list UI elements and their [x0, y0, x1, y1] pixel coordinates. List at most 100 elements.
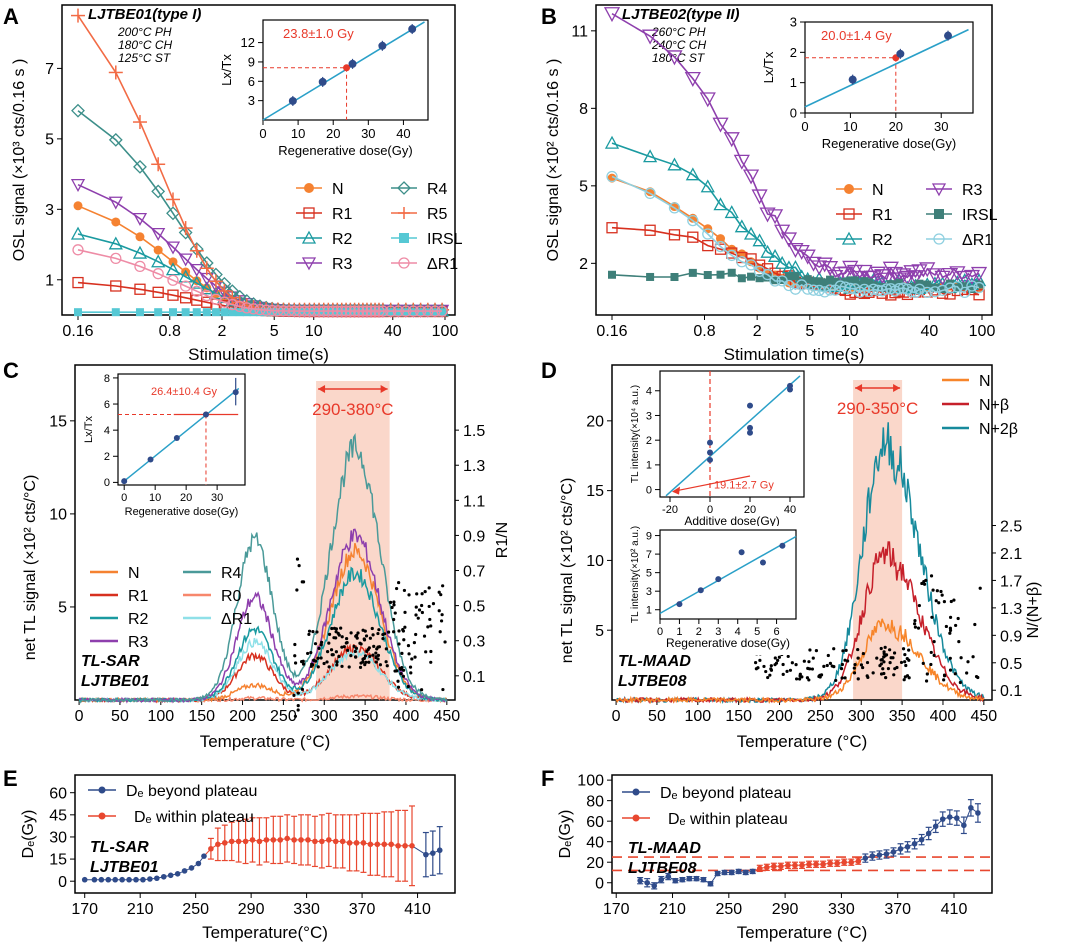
tl-ratio-dot-D: [948, 656, 952, 660]
inset-B-xtick-label: 0: [801, 119, 808, 134]
osl-marker-B-IRSL: [815, 277, 824, 286]
legend-label-B: N: [872, 182, 884, 199]
panel-F-frame: [611, 774, 993, 894]
osl-marker-B-R2: [667, 157, 682, 171]
osl-marker-B-R2: [724, 205, 739, 219]
de-point-beyond-F: [721, 869, 728, 876]
panel-F-xtick-label: 370: [884, 901, 911, 918]
tl-ratio-dot-D: [834, 678, 838, 683]
de-point-beyond-E: [105, 876, 112, 883]
osl-marker-B-R2: [767, 248, 783, 262]
tl-ratio-dot-C: [392, 600, 396, 604]
panel-D-y2tick-label: 2.5: [1000, 519, 1022, 536]
inset-point-D-bottom: [738, 549, 745, 556]
tl-ratio-dot-C: [329, 648, 334, 652]
panel-E-xtick-label: 170: [71, 901, 98, 918]
panel-C-y2tick-label: 0.1: [463, 669, 485, 686]
panel-C-xtick-label: 350: [352, 708, 379, 725]
osl-marker-A-IRSL: [354, 308, 363, 317]
de-point-beyond-F: [869, 853, 876, 859]
panel-C-label-sample: LJTBE01: [81, 673, 150, 690]
panel-D-y2tick-label: 1.3: [1000, 601, 1022, 618]
de-point-within-E: [270, 837, 277, 843]
tl-ratio-dot-C: [359, 642, 363, 646]
panel-C-y2tick-label: 1.1: [463, 493, 485, 510]
tl-ratio-dot-C: [362, 637, 366, 641]
de-point-within-E: [339, 838, 346, 845]
tl-ratio-dot-C: [399, 671, 403, 676]
de-point-within-F: [778, 863, 784, 870]
osl-marker-A-R1: [72, 276, 84, 289]
legend-label-A: N: [332, 181, 344, 198]
tl-ratio-dot-D: [957, 639, 961, 644]
inset-point-B: [896, 49, 905, 58]
panel-C-xtick-label: 200: [229, 708, 256, 725]
osl-marker-A-ΔR1: [318, 305, 330, 317]
de-point-beyond-F: [932, 823, 939, 830]
inset-bg-A: [208, 10, 443, 170]
panel-E-xtick-label: 210: [127, 901, 154, 918]
osl-marker-B-ΔR1: [813, 284, 825, 297]
panel-F-ytick-label: 60: [586, 814, 604, 831]
panel-D-xtick-label: 200: [766, 708, 793, 725]
tl-ratio-dot-D: [888, 648, 892, 652]
tl-ratio-dot-C: [293, 661, 298, 665]
tl-ratio-dot-D: [902, 678, 906, 682]
osl-marker-A-ΔR1: [234, 300, 246, 313]
tl-ratio-dot-C: [420, 688, 424, 692]
tl-ratio-dot-D: [865, 660, 870, 665]
tl-ratio-dot-C: [378, 663, 383, 667]
tl-ratio-dot-D: [777, 655, 781, 659]
tl-ratio-dot-C: [429, 649, 433, 654]
osl-marker-B-R2: [734, 219, 749, 233]
legend-label-A: R2: [332, 231, 353, 248]
osl-marker-A-ΔR1: [226, 298, 238, 311]
osl-series-A-R2: [77, 233, 443, 312]
osl-marker-B-ΔR1: [644, 187, 656, 200]
inset-point-D-top: [787, 382, 793, 389]
tl-ratio-dot-D: [769, 668, 774, 672]
tl-ratio-dot-C: [439, 593, 443, 597]
osl-marker-A-R1: [167, 289, 179, 301]
inset-annotation-D: 19.1±2.7 Gy: [714, 479, 774, 491]
osl-marker-B-R3: [742, 169, 760, 185]
inset-A-xlabel: Regenerative dose(Gy): [278, 143, 412, 158]
legend-marker-B: [934, 209, 944, 219]
tl-ratio-dot-D: [929, 650, 933, 655]
osl-marker-A-ΔR1: [260, 304, 272, 316]
osl-marker-A-IRSL: [111, 308, 120, 317]
osl-marker-B-ΔR1: [959, 286, 971, 299]
panel-B-ytick-label: 11: [571, 23, 588, 40]
tl-ratio-dot-D: [859, 663, 864, 667]
tl-ratio-dot-C: [307, 629, 312, 633]
inset-B-ylabel: Lx/Tx: [761, 51, 776, 83]
tl-ratio-dot-C: [345, 640, 349, 645]
tl-ratio-dot-C: [414, 605, 418, 609]
tl-ratio-dot-C: [300, 687, 304, 691]
inset-point-D-top: [747, 424, 753, 431]
osl-marker-B-ΔR1: [802, 283, 814, 295]
osl-marker-B-ΔR1: [687, 214, 699, 227]
legend-label-C: ΔR1: [221, 611, 252, 628]
de-point-within-E: [277, 837, 284, 843]
inset-A-ytick-label: 6: [248, 74, 255, 89]
osl-marker-A-IRSL: [228, 308, 237, 317]
osl-marker-A-ΔR1: [377, 305, 389, 317]
tl-ratio-dot-C: [408, 665, 413, 669]
tl-ratio-dot-C: [392, 617, 396, 622]
panel-B-xtick-label: 100: [969, 323, 996, 340]
osl-marker-B-R3: [934, 270, 951, 286]
panel-F-ytick-label: 100: [577, 773, 604, 790]
panel-D-ytick-label: 15: [586, 483, 604, 500]
tl-ratio-dot-D: [785, 669, 789, 673]
panel-E-ytick-label: 0: [58, 874, 67, 891]
osl-marker-A-N: [73, 201, 83, 211]
tl-ratio-dot-C: [412, 641, 416, 645]
tl-ratio-dot-D: [939, 589, 943, 594]
de-point-within-E: [325, 837, 332, 843]
osl-marker-A-IRSL: [386, 308, 395, 317]
tl-series-D-N: [615, 618, 985, 705]
osl-marker-A-IRSL: [242, 308, 251, 317]
